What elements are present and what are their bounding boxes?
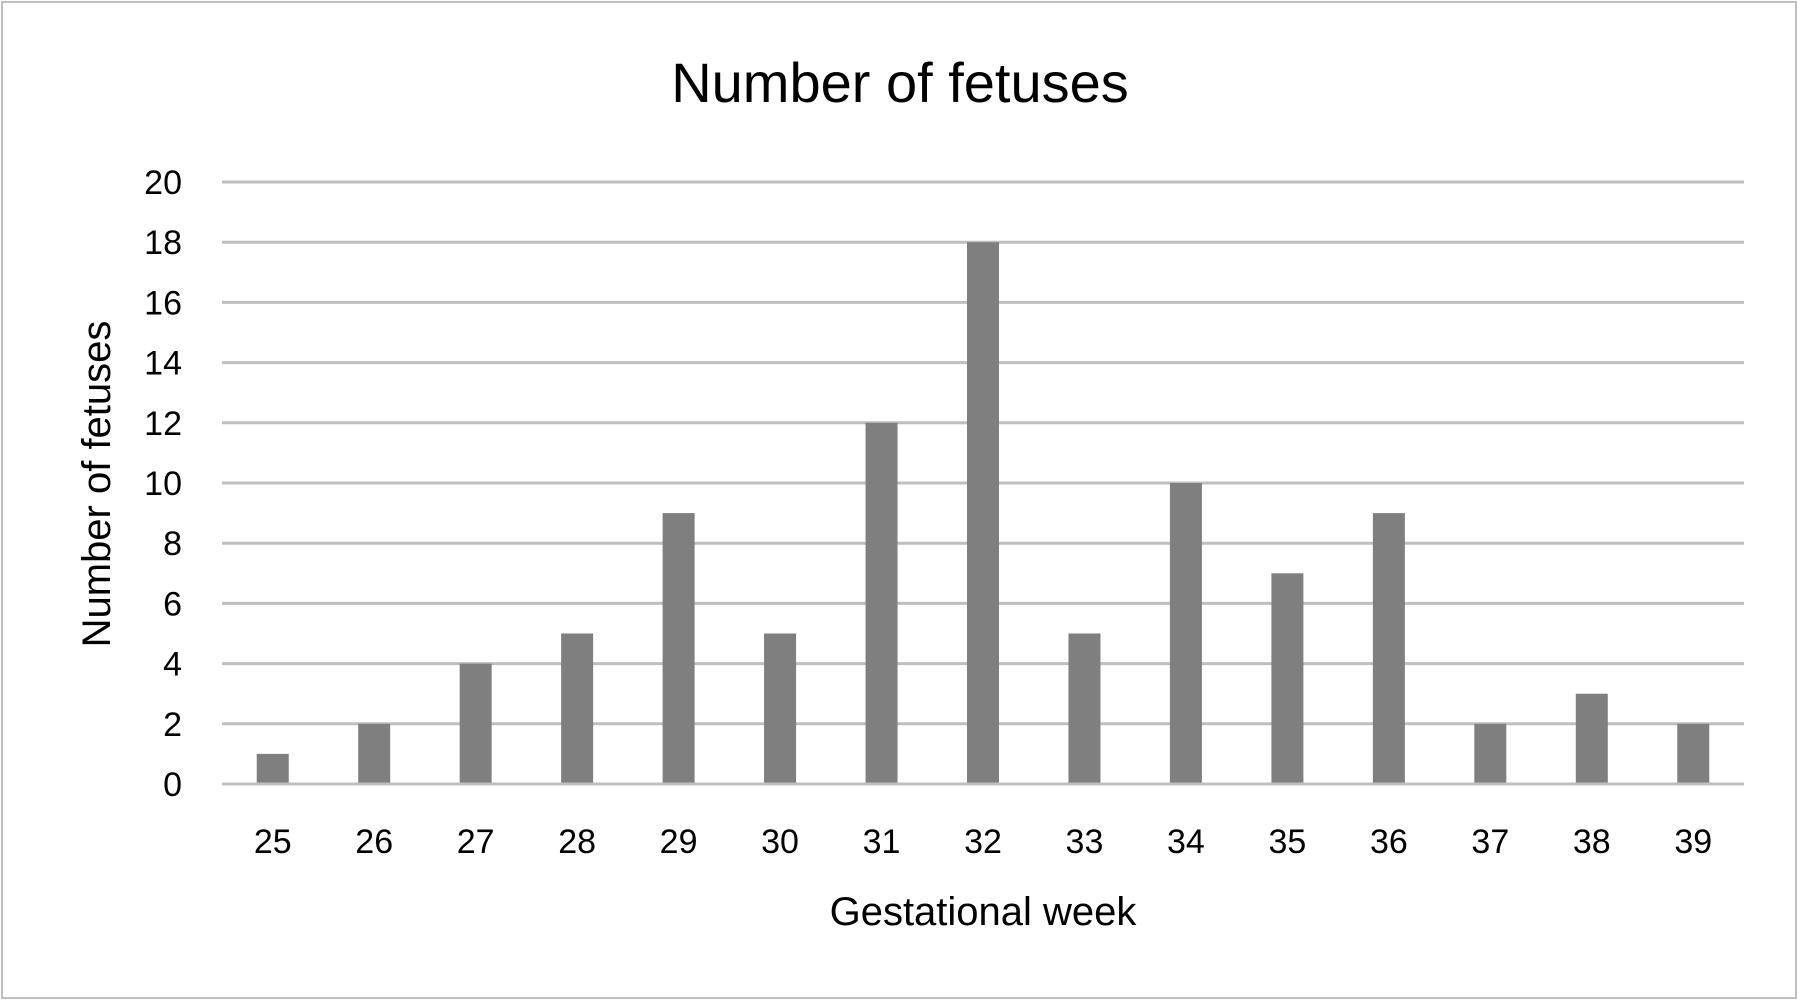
y-tick-label: 2 xyxy=(163,706,182,744)
chart-title: Number of fetuses xyxy=(671,51,1129,114)
x-tick-label: 25 xyxy=(254,823,292,861)
bar-week-29 xyxy=(662,513,695,784)
x-tick-label: 39 xyxy=(1674,823,1712,861)
bar-week-32 xyxy=(967,242,999,784)
y-tick-label: 14 xyxy=(144,345,182,383)
bar-week-37 xyxy=(1474,723,1507,784)
x-tick-label: 28 xyxy=(558,823,596,861)
x-tick-labels: 25 26 27 28 29 30 31 32 33 34 35 36 37 38 39 xyxy=(254,823,1712,861)
bar-week-33 xyxy=(1068,633,1101,784)
y-tick-label: 16 xyxy=(144,284,182,322)
y-tick-label: 12 xyxy=(144,405,182,443)
y-tick-labels: 0 2 4 6 8 10 12 14 16 18 20 xyxy=(144,164,182,804)
y-tick-label: 20 xyxy=(144,164,182,202)
x-tick-label: 30 xyxy=(761,823,799,861)
bar-week-25 xyxy=(256,753,289,784)
bars xyxy=(222,242,1744,786)
y-axis-label: Number of fetuses xyxy=(75,321,119,648)
bar-week-28 xyxy=(561,633,594,784)
y-tick-label: 8 xyxy=(163,525,182,563)
bar-week-35 xyxy=(1271,573,1304,784)
bar-week-38 xyxy=(1575,693,1608,784)
bar-week-30 xyxy=(764,633,797,784)
x-tick-label: 27 xyxy=(457,823,495,861)
y-tick-label: 0 xyxy=(163,766,182,804)
x-tick-label: 31 xyxy=(863,823,901,861)
x-tick-label: 32 xyxy=(964,823,1002,861)
y-tick-label: 4 xyxy=(163,646,182,684)
x-tick-label: 26 xyxy=(355,823,393,861)
bar-week-31 xyxy=(865,422,898,784)
bar-week-27 xyxy=(459,663,492,784)
bar-week-26 xyxy=(358,723,391,784)
y-tick-label: 6 xyxy=(163,585,182,623)
bar-week-34 xyxy=(1169,483,1202,784)
x-tick-label: 29 xyxy=(660,823,698,861)
x-tick-label: 33 xyxy=(1066,823,1104,861)
y-tick-label: 18 xyxy=(144,224,182,262)
y-tick-label: 10 xyxy=(144,465,182,503)
x-axis-label: Gestational week xyxy=(830,890,1138,934)
x-tick-label: 35 xyxy=(1268,823,1306,861)
bar-week-36 xyxy=(1372,513,1405,784)
x-tick-label: 36 xyxy=(1370,823,1408,861)
x-tick-label: 34 xyxy=(1167,823,1205,861)
x-tick-label: 37 xyxy=(1471,823,1509,861)
bar-week-39 xyxy=(1677,723,1710,784)
x-tick-label: 38 xyxy=(1573,823,1611,861)
